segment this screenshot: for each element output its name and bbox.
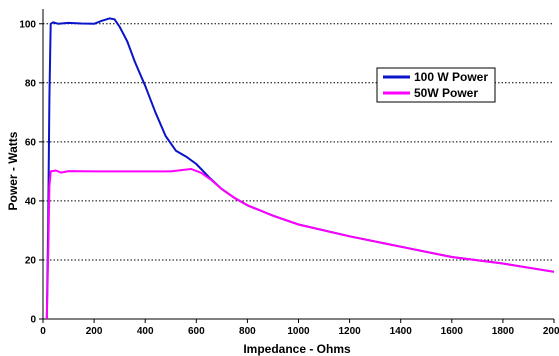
x-tick-label: 800 bbox=[239, 326, 256, 337]
x-axis-label: Impedance - Ohms bbox=[243, 342, 351, 356]
y-tick-label: 60 bbox=[25, 137, 37, 148]
x-tick-label: 1200 bbox=[338, 326, 361, 337]
x-tick-label: 1600 bbox=[441, 326, 464, 337]
legend-entry-50w: 50W Power bbox=[414, 86, 478, 100]
y-tick-label: 0 bbox=[30, 315, 36, 326]
y-tick-label: 100 bbox=[19, 19, 36, 30]
axes bbox=[42, 9, 554, 320]
legend-box bbox=[376, 67, 496, 103]
series-line-100w bbox=[45, 17, 555, 320]
y-axis-label: Power - Watts bbox=[6, 131, 20, 210]
series-line-50w bbox=[45, 168, 555, 320]
series-lines bbox=[45, 17, 555, 320]
legend: 100 W Power 50W Power bbox=[376, 67, 496, 103]
x-tick-label: 400 bbox=[137, 326, 154, 337]
x-tick-label: 600 bbox=[188, 326, 205, 337]
y-tick-label: 40 bbox=[25, 196, 37, 207]
x-tick-label: 200 bbox=[86, 326, 103, 337]
legend-entry-100w: 100 W Power bbox=[414, 70, 488, 84]
gridlines bbox=[43, 23, 554, 261]
y-tick-label: 20 bbox=[25, 255, 37, 266]
x-tick-label: 1400 bbox=[390, 326, 413, 337]
x-tick-label: 1800 bbox=[492, 326, 515, 337]
y-tick-labels: 0 20 40 60 80 100 bbox=[19, 19, 43, 326]
x-tick-label: 0 bbox=[40, 326, 46, 337]
x-tick-label: 1000 bbox=[287, 326, 310, 337]
y-tick-label: 80 bbox=[25, 78, 37, 89]
